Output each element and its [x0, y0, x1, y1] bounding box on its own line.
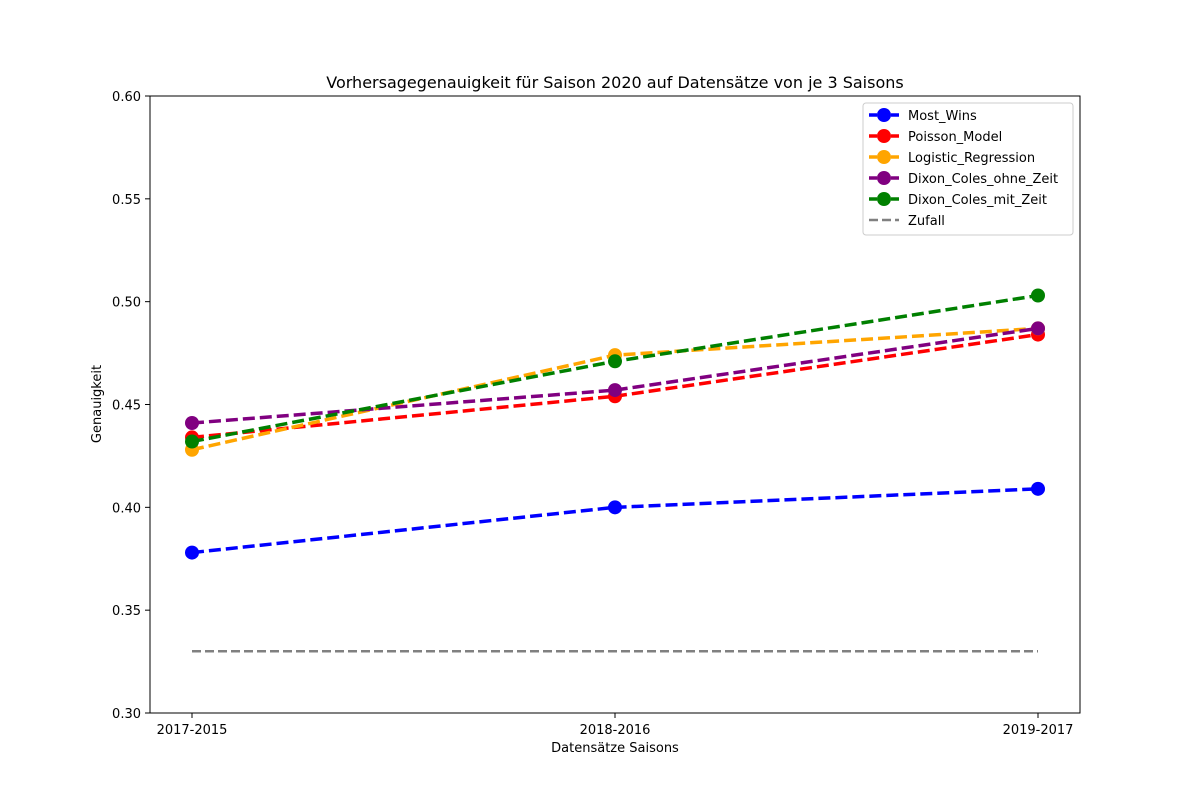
x-tick-label: 2019-2017	[1003, 723, 1074, 738]
x-tick-label: 2018-2016	[580, 723, 651, 738]
series-line	[191, 332, 1039, 440]
data-point	[1031, 288, 1045, 303]
y-axis: 0.30 0.35 0.40 0.45 0.50 0.55 0.60	[112, 90, 150, 722]
legend-label: Most_Wins	[908, 109, 977, 124]
legend-item: Dixon_Coles_mit_Zeit	[869, 192, 1047, 208]
y-tick-label: 0.45	[112, 399, 141, 414]
legend-marker	[877, 171, 891, 185]
series-Dixon_Coles_ohne_Zeit	[185, 321, 1045, 431]
series-line	[191, 326, 1039, 425]
legend-item: Dixon_Coles_ohne_Zeit	[869, 171, 1058, 187]
legend-label: Poisson_Model	[908, 130, 1002, 145]
data-point	[185, 545, 199, 560]
x-tick-label: 2017-2015	[157, 723, 228, 738]
y-tick-label: 0.50	[112, 296, 141, 311]
legend-label: Dixon_Coles_ohne_Zeit	[908, 172, 1058, 187]
legend-item: Most_Wins	[869, 108, 977, 124]
legend-label: Zufall	[908, 214, 945, 229]
y-tick-label: 0.30	[112, 707, 141, 722]
y-tick-label: 0.60	[112, 90, 141, 105]
series-line	[191, 487, 1039, 555]
data-point	[185, 434, 199, 449]
data-point	[1031, 321, 1045, 336]
x-axis: 2017-2015 2018-2016 2019-2017	[157, 713, 1074, 738]
legend-box	[862, 102, 1074, 236]
data-point	[608, 500, 622, 515]
y-tick-label: 0.35	[112, 604, 141, 619]
series-lines	[185, 288, 1045, 653]
y-tick-label: 0.55	[112, 193, 141, 208]
y-tick-label: 0.40	[112, 501, 141, 516]
legend-marker	[877, 150, 891, 164]
legend-item: Poisson_Model	[869, 129, 1002, 145]
chart-title: Vorhersagegenauigkeit für Saison 2020 au…	[326, 73, 903, 92]
y-axis-label: Genauigkeit	[90, 365, 105, 443]
x-axis-label: Datensätze Saisons	[551, 741, 679, 756]
data-point	[1031, 481, 1045, 496]
legend-marker	[877, 192, 891, 206]
series-Most_Wins	[185, 481, 1045, 560]
data-point	[608, 383, 622, 398]
legend-marker	[877, 108, 891, 122]
series-Dixon_Coles_mit_Zeit	[185, 288, 1045, 449]
legend: Most_Wins Poisson_Model Logistic_Regressio…	[862, 102, 1074, 236]
legend-label: Dixon_Coles_mit_Zeit	[908, 193, 1047, 208]
legend-label: Logistic_Regression	[908, 151, 1035, 166]
legend-item: Zufall	[869, 214, 945, 229]
legend-marker	[877, 129, 891, 143]
data-point	[185, 416, 199, 431]
data-point	[608, 354, 622, 369]
legend-item: Logistic_Regression	[869, 150, 1035, 166]
